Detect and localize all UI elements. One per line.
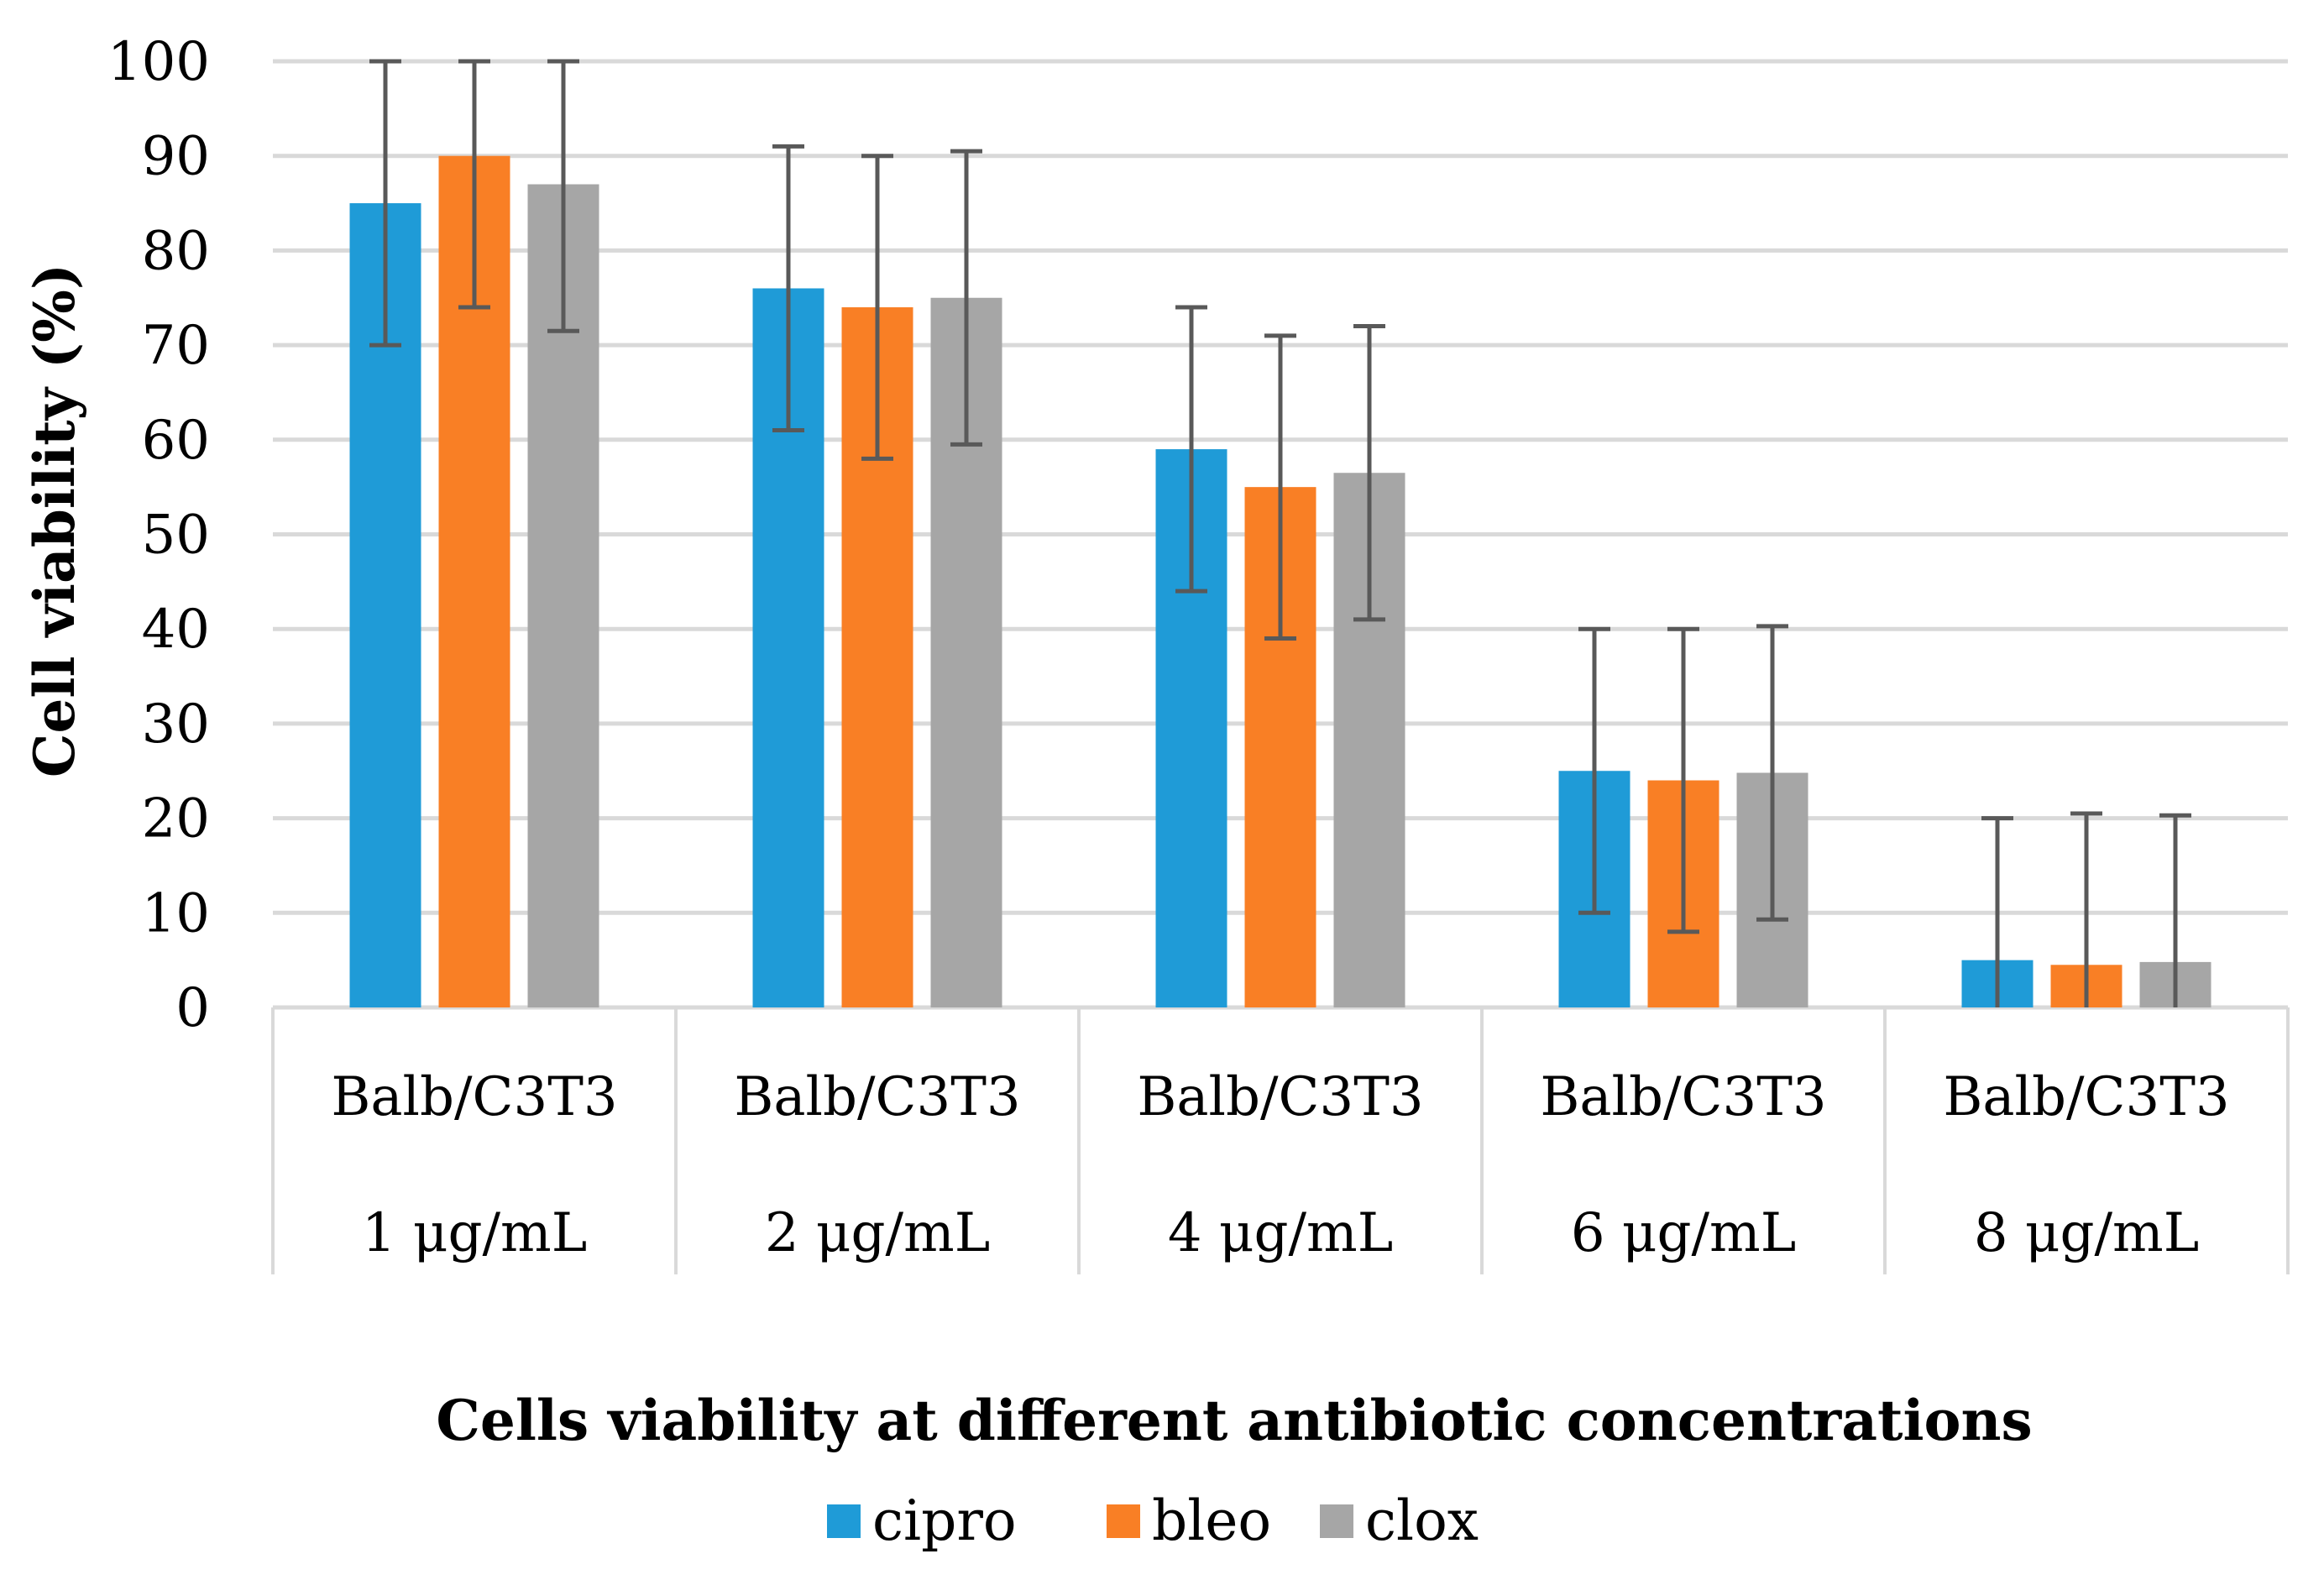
y-tick-label: 70 [142,315,210,377]
error-bar-cipro-5 [1981,816,2013,1007]
error-bar-clox-1 [547,59,579,333]
y-tick-label: 100 [107,31,210,93]
y-tick-label: 10 [142,882,210,944]
category-label-line1: Balb/C3T3 [734,1066,1020,1128]
legend-swatch-clox [1320,1504,1353,1538]
y-tick-label: 90 [142,126,210,188]
category-label-line2: 6 μg/mL [1571,1202,1796,1264]
y-tick-label: 0 [175,977,210,1039]
y-tick-label: 50 [142,505,210,567]
legend-label-bleo: bleo [1152,1488,1271,1553]
error-bar-bleo-2 [861,154,893,461]
legend-swatch-cipro [827,1504,861,1538]
y-tick-label: 20 [142,788,210,850]
category-axis-frame [271,1007,2290,1274]
error-bar-clox-4 [1756,624,1788,922]
category-label-line2: 8 μg/mL [1974,1202,2199,1264]
y-tick-label: 80 [142,220,210,282]
error-bar-bleo-3 [1264,333,1296,641]
legend-item-cipro: cipro [827,1488,1017,1553]
error-bar-bleo-5 [2070,811,2102,1007]
category-label-line1: Balb/C3T3 [1540,1066,1826,1128]
error-bar-cipro-3 [1175,305,1207,594]
y-axis-title: Cell viability (%) [22,264,87,777]
category-label-line1: Balb/C3T3 [1137,1066,1423,1128]
error-bar-cipro-4 [1578,626,1610,915]
error-bar-clox-3 [1353,324,1385,622]
y-tick-label: 30 [142,693,210,756]
bars [349,155,2211,1008]
legend-label-cipro: cipro [872,1488,1017,1553]
y-tick-label: 40 [142,599,210,661]
y-axis-ticks: 0 10 20 30 40 50 60 70 80 90 100 [107,31,210,1039]
y-tick-label: 60 [142,410,210,472]
legend-label-clox: clox [1365,1488,1479,1553]
error-bars [369,59,2191,1007]
legend: cipro bleo clox [827,1488,1479,1553]
x-axis-categories: Balb/C3T3 1 μg/mL Balb/C3T3 2 μg/mL Balb/C3T… [331,1066,2229,1264]
x-axis-title: Cells viability at different antibiotic … [436,1388,2032,1453]
error-bar-bleo-1 [458,59,490,310]
category-label-line1: Balb/C3T3 [1943,1066,2229,1128]
legend-swatch-bleo [1107,1504,1140,1538]
error-bar-clox-2 [950,149,982,447]
error-bar-clox-5 [2159,813,2191,1007]
category-label-line2: 4 μg/mL [1168,1202,1393,1264]
error-bar-cipro-1 [369,59,401,348]
legend-item-clox: clox [1320,1488,1479,1553]
category-label-line2: 2 μg/mL [765,1202,990,1264]
category-label-line2: 1 μg/mL [362,1202,587,1264]
category-label-line1: Balb/C3T3 [331,1066,617,1128]
error-bar-cipro-2 [772,144,804,433]
legend-item-bleo: bleo [1107,1488,1271,1553]
error-bar-bleo-4 [1667,626,1699,934]
